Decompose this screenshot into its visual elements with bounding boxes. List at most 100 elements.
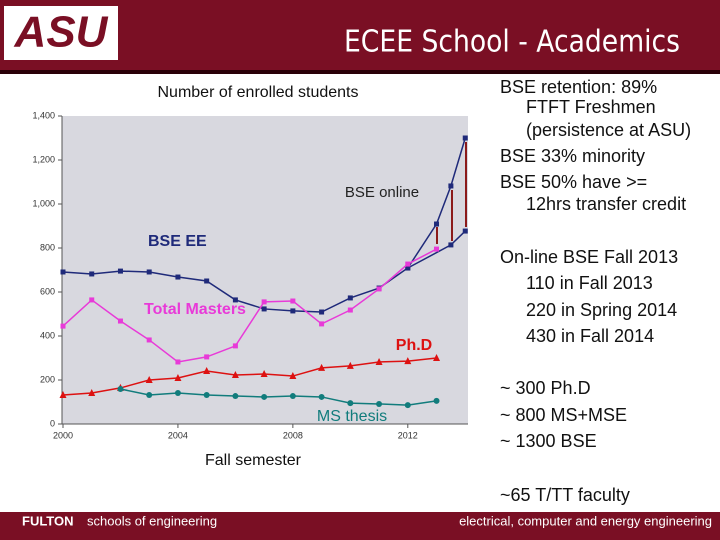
- y-tick-label: 800: [40, 242, 55, 252]
- marker: [434, 246, 440, 252]
- marker: [376, 400, 383, 407]
- marker: [319, 309, 325, 315]
- note-line: FTFT Freshmen: [526, 97, 656, 117]
- marker: [117, 386, 124, 393]
- series-line: [62, 248, 437, 363]
- marker: [433, 354, 441, 361]
- note-line: BSE retention: 89%: [500, 77, 657, 97]
- marker: [146, 391, 153, 398]
- marker: [232, 297, 238, 303]
- footer-brand: FULTON: [22, 513, 74, 528]
- marker: [289, 393, 296, 400]
- chart-title: Number of enrolled students: [158, 84, 359, 101]
- note-line: ~ 300 Ph.D: [500, 378, 591, 398]
- note-line: 430 in Fall 2014: [526, 326, 654, 346]
- marker: [117, 268, 123, 274]
- series-label: BSE EE: [148, 233, 207, 250]
- marker: [290, 298, 296, 304]
- marker: [290, 308, 296, 314]
- y-tick-label: 1,000: [32, 198, 55, 208]
- marker: [175, 274, 181, 280]
- marker: [404, 402, 411, 409]
- marker: [60, 323, 66, 329]
- marker: [261, 393, 268, 400]
- marker: [346, 361, 354, 369]
- note-line: ~65 T/TT faculty: [500, 485, 630, 505]
- marker: [145, 376, 153, 383]
- footer-right: electrical, computer and energy engineer…: [459, 513, 712, 528]
- note-line: On-line BSE Fall 2013: [500, 247, 678, 267]
- x-tick-label: 2008: [283, 430, 303, 440]
- marker: [318, 393, 325, 400]
- logo: ASU: [14, 8, 109, 57]
- series-label: Total Masters: [144, 301, 246, 318]
- marker: [203, 391, 210, 398]
- marker: [405, 265, 411, 271]
- header-bar: [0, 0, 720, 70]
- marker: [375, 357, 383, 365]
- marker: [232, 343, 238, 349]
- marker: [448, 242, 454, 248]
- marker: [232, 393, 239, 400]
- marker: [434, 221, 440, 227]
- marker: [204, 354, 210, 360]
- y-tick-label: 1,400: [32, 110, 55, 120]
- marker: [261, 299, 267, 305]
- marker: [404, 357, 412, 365]
- marker: [117, 318, 123, 324]
- marker: [289, 372, 297, 380]
- y-tick-label: 0: [50, 418, 55, 428]
- footer-brand-rest: schools of engineering: [87, 513, 217, 528]
- series-label: MS thesis: [317, 408, 387, 425]
- marker: [203, 366, 211, 374]
- header-rule: [0, 70, 720, 74]
- marker: [174, 374, 182, 382]
- marker: [318, 363, 326, 371]
- logo-box: [4, 6, 118, 60]
- marker: [146, 269, 152, 275]
- marker: [261, 306, 267, 312]
- marker: [462, 135, 468, 141]
- y-tick-label: 400: [40, 330, 55, 340]
- series-label: Ph.D: [396, 337, 432, 354]
- marker: [174, 389, 181, 396]
- note-line: (persistence at ASU): [526, 120, 691, 140]
- marker: [146, 337, 152, 343]
- note-line: 110 in Fall 2013: [526, 273, 653, 293]
- marker: [462, 228, 468, 234]
- marker: [433, 397, 440, 404]
- marker: [319, 321, 325, 327]
- x-axis-label: Fall semester: [205, 452, 302, 469]
- annotation: BSE online: [345, 184, 419, 201]
- marker: [347, 295, 353, 301]
- note-line: BSE 33% minority: [500, 146, 645, 166]
- x-tick-label: 2000: [53, 430, 73, 440]
- marker: [347, 400, 354, 407]
- y-tick-label: 600: [40, 286, 55, 296]
- marker: [89, 271, 95, 277]
- note-line: BSE 50% have >=: [500, 172, 647, 192]
- note-line: ~ 800 MS+MSE: [500, 405, 627, 425]
- marker: [204, 278, 210, 284]
- note-line: ~ 1300 BSE: [500, 431, 597, 451]
- series-line: [120, 388, 437, 406]
- online-arrows: [436, 142, 467, 244]
- marker: [60, 269, 66, 275]
- marker: [347, 307, 353, 313]
- x-tick-label: 2012: [398, 430, 418, 440]
- note-line: 220 in Spring 2014: [526, 300, 677, 320]
- marker: [376, 286, 382, 292]
- footer-bar: [0, 512, 720, 540]
- marker: [231, 370, 239, 378]
- y-tick-label: 200: [40, 374, 55, 384]
- note-line: 12hrs transfer credit: [526, 194, 686, 214]
- marker: [448, 183, 454, 189]
- series-line: [62, 357, 437, 396]
- marker: [88, 388, 96, 396]
- marker: [89, 297, 95, 303]
- marker: [405, 261, 411, 267]
- marker: [260, 370, 268, 378]
- marker: [175, 359, 181, 365]
